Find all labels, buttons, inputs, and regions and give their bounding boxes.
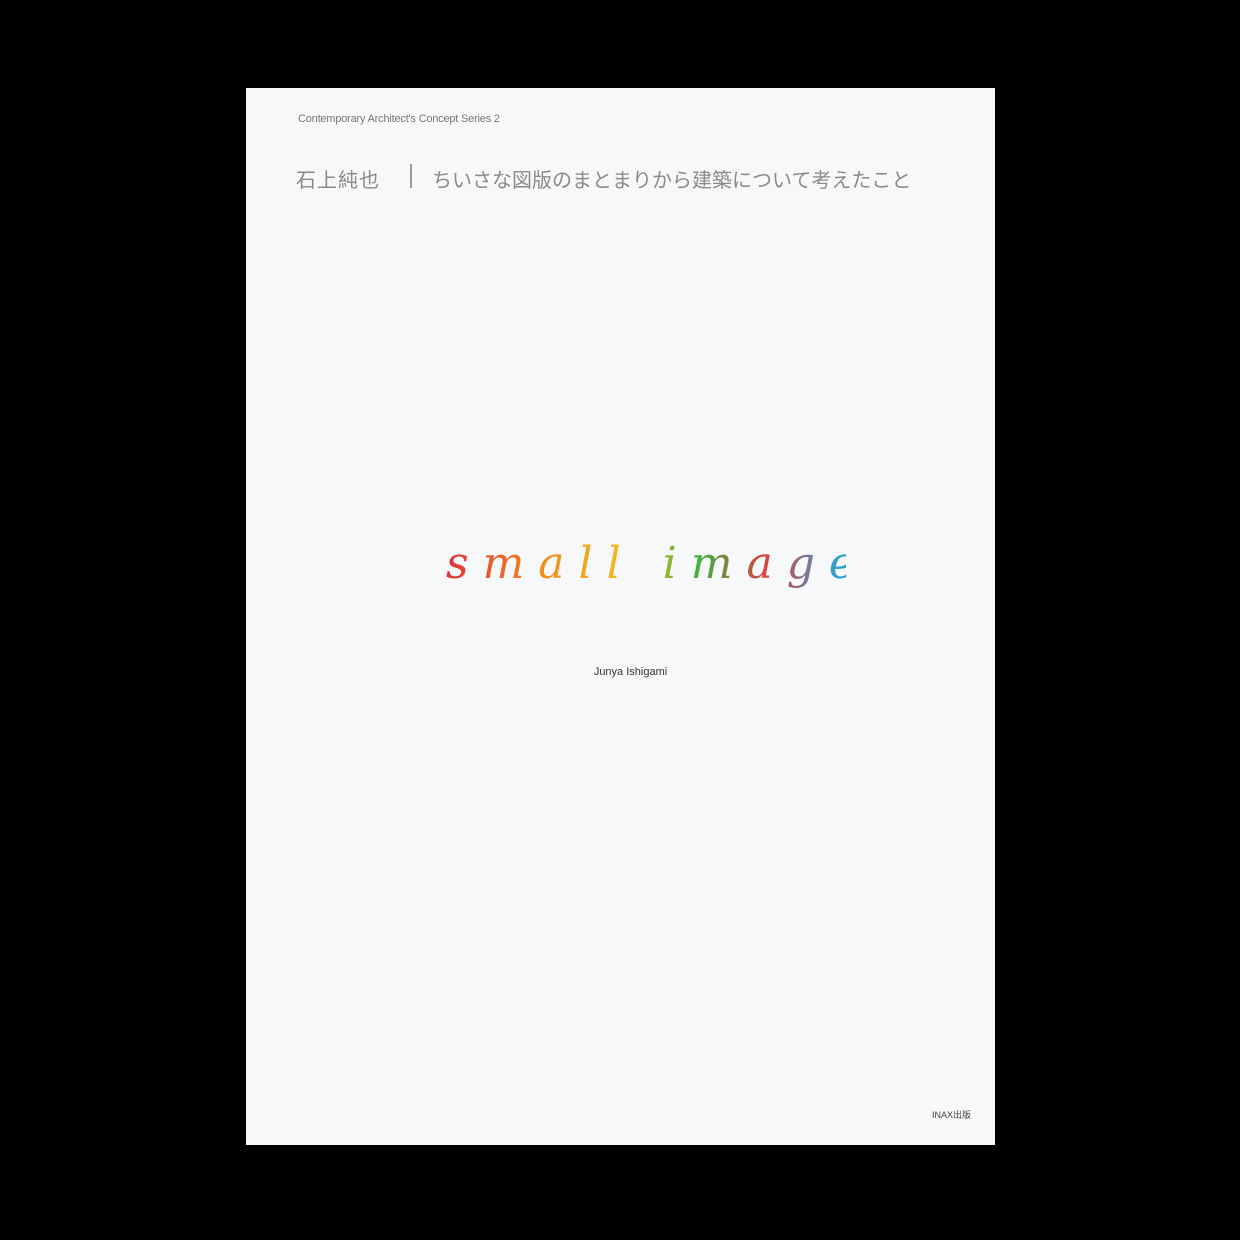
subtitle-japanese: ちいさな図版のまとまりから建築について考えたこと	[432, 170, 912, 192]
author: Junya Ishigami	[593, 666, 668, 678]
divider	[410, 164, 412, 188]
title: small images	[446, 538, 846, 589]
series-label: Contemporary Architect's Concept Series …	[298, 113, 500, 125]
book-cover: Contemporary Architect's Concept Series …	[246, 88, 995, 1145]
author-japanese: 石上純也	[296, 170, 380, 192]
publisher: INAX出版	[931, 1110, 971, 1120]
title-art: small images	[446, 538, 846, 589]
